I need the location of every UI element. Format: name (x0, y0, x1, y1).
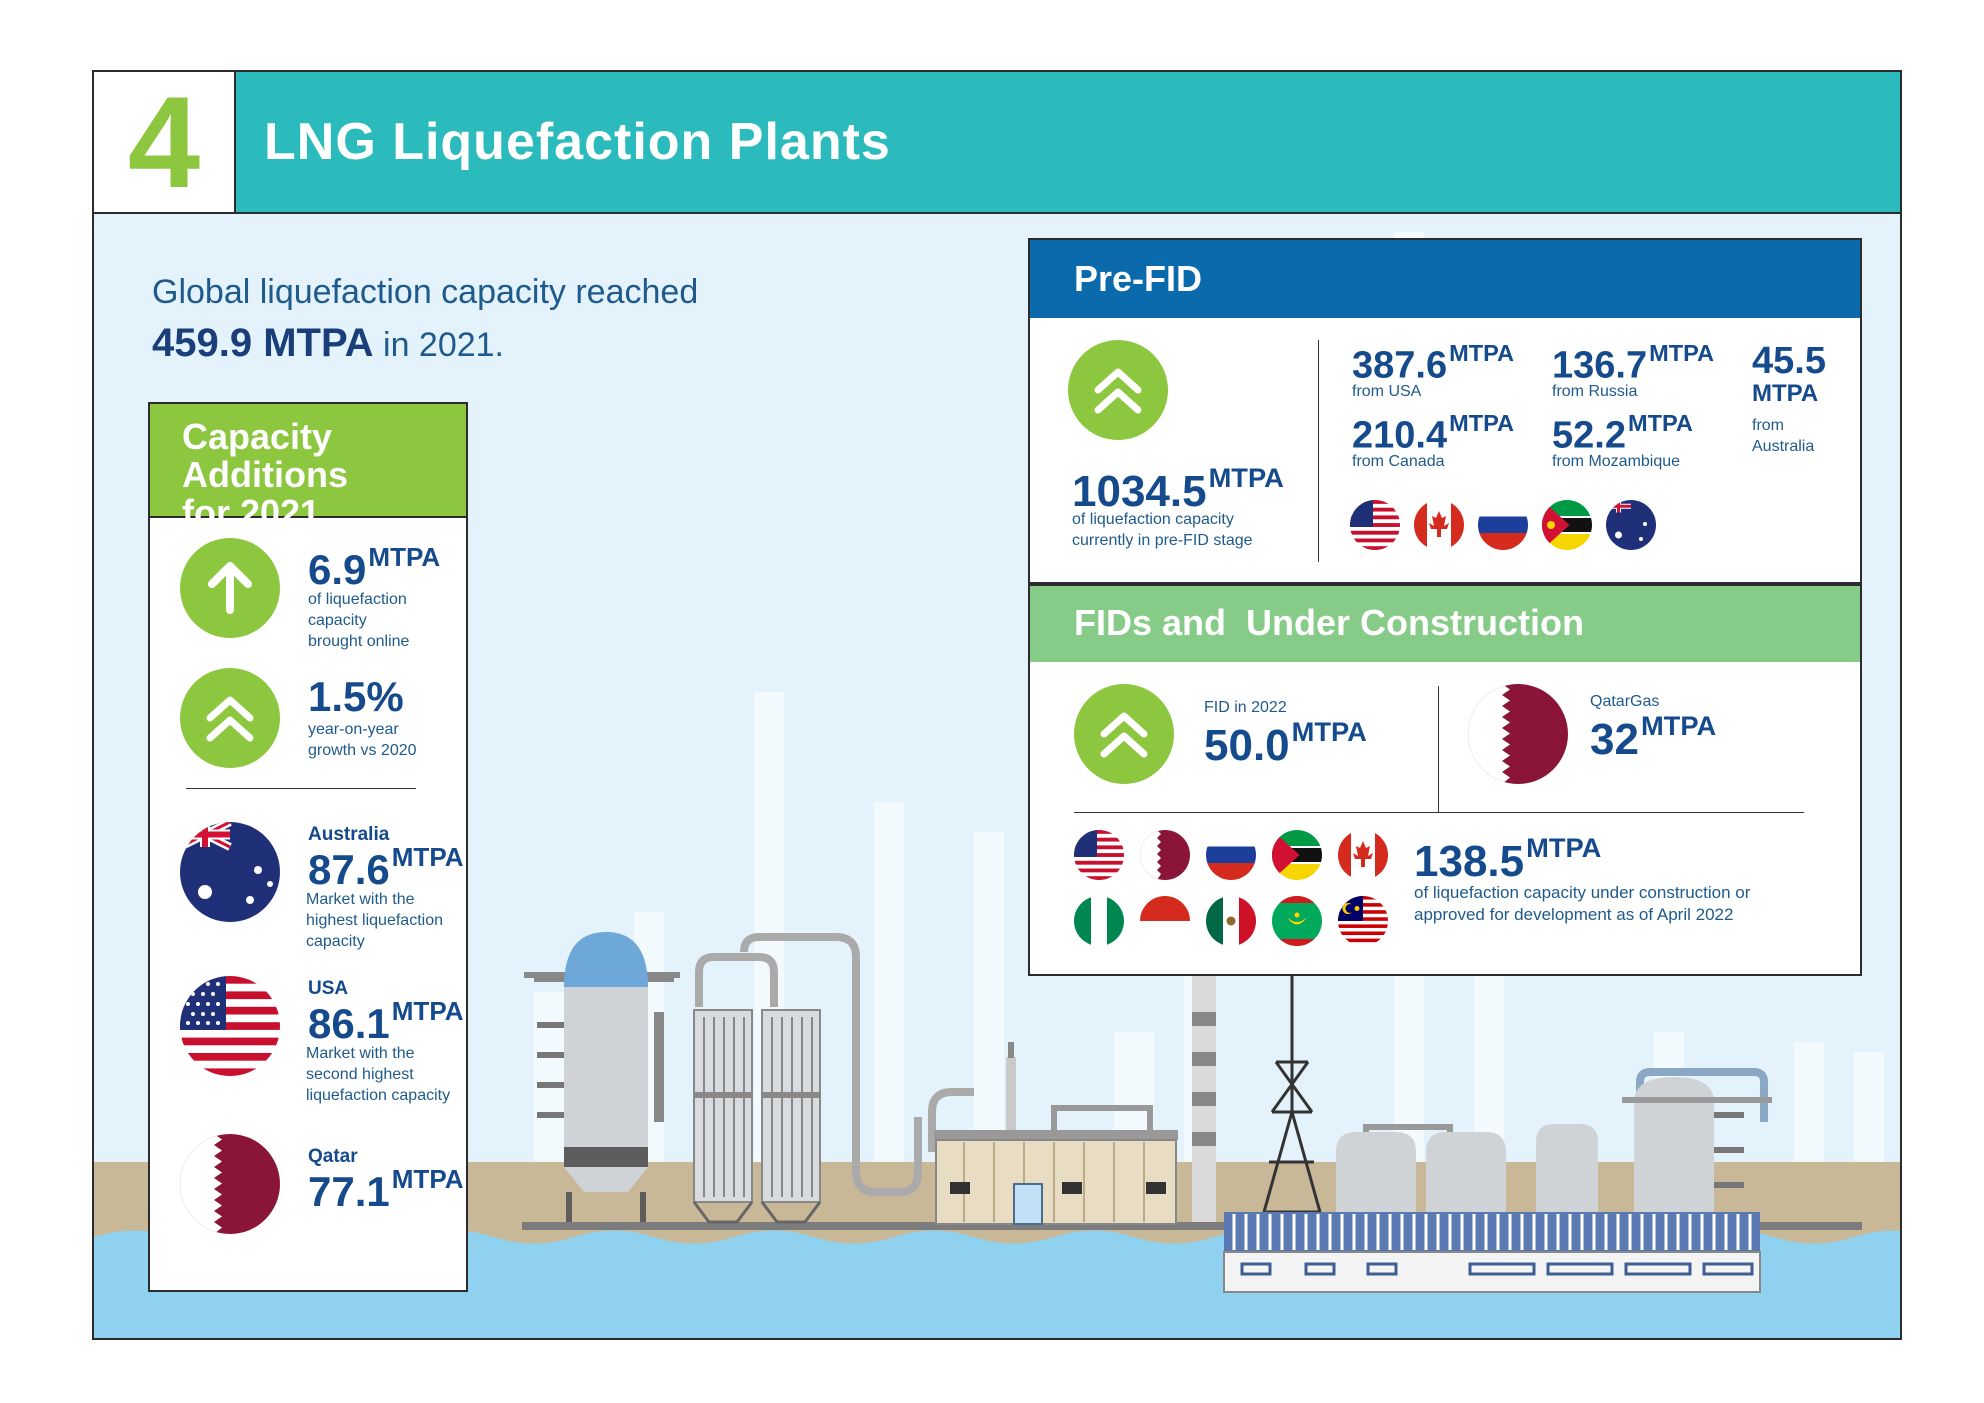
capacity-additions-header: Capacity Additions for 2021 (150, 404, 466, 531)
under-construction-desc: of liquefaction capacity under construct… (1414, 883, 1751, 925)
plant-illustration (94, 232, 1900, 1338)
section-number: 4 (127, 70, 201, 215)
capacity-title-line2: for 2021 (182, 491, 321, 533)
fids-header: FIDs and Under Construction (1030, 586, 1860, 662)
intro-line2: 459.9 MTPA in 2021. (152, 316, 698, 370)
qatar-flag-icon (1468, 684, 1568, 784)
online-value: 6.9MTPA (308, 542, 441, 594)
usa-flag-icon (180, 976, 280, 1076)
pre-fid-canada-label: from Canada (1352, 453, 1445, 470)
qatargas-label: QatarGas (1590, 693, 1660, 710)
double-chevron-up-icon (180, 668, 280, 768)
intro-suffix: in 2021. (373, 325, 505, 364)
horizontal-divider (1074, 812, 1804, 813)
header: 4 LNG Liquefaction Plants (94, 72, 1900, 214)
growth-value: 1.5% (308, 673, 404, 720)
indonesia-flag-icon (1140, 896, 1190, 946)
russia-flag-icon (1206, 830, 1256, 880)
double-chevron-up-icon (1074, 684, 1174, 784)
usa-value: 86.1MTPA (308, 996, 464, 1048)
pre-fid-mozambique-label: from Mozambique (1552, 453, 1681, 470)
mozambique-flag-icon (1542, 500, 1592, 550)
intro-highlight: 459.9 MTPA (152, 320, 374, 365)
pre-fid-mozambique-value: 52.2MTPA (1552, 410, 1693, 457)
canada-flag-icon (1414, 500, 1464, 550)
usa-flag-icon (1074, 830, 1124, 880)
vertical-divider (1438, 686, 1439, 812)
vertical-divider (1318, 340, 1319, 562)
canada-flag-icon (1338, 830, 1388, 880)
process-building (928, 1042, 1178, 1225)
fid2022-value: 50.0MTPA (1204, 716, 1367, 771)
title-bar: LNG Liquefaction Plants (236, 72, 1900, 212)
qatar-label: Qatar (308, 1146, 358, 1167)
capacity-additions-panel: Capacity Additions for 2021 6.9MTPA of l… (148, 402, 468, 1292)
intro-text: Global liquefaction capacity reached 459… (152, 270, 698, 370)
growth-desc: year-on-year growth vs 2020 (308, 721, 417, 759)
pre-fid-australia-label: from Australia (1752, 417, 1815, 455)
russia-flag-icon (1478, 500, 1528, 550)
pre-fid-russia-value: 136.7MTPA (1552, 340, 1715, 387)
australia-label: Australia (308, 824, 390, 845)
qatargas-value: 32MTPA (1590, 710, 1717, 765)
australia-flag-icon (1606, 500, 1656, 550)
qatar-flag-icon (180, 1134, 280, 1234)
pre-fid-usa-label: from USA (1352, 383, 1422, 400)
pre-fid-header: Pre-FID (1030, 240, 1860, 318)
mexico-flag-icon (1206, 896, 1256, 946)
nigeria-flag-icon (1074, 896, 1124, 946)
fids-panel: FIDs and Under Construction FID in 2022 … (1028, 584, 1862, 976)
fids-title: FIDs and Under Construction (1074, 602, 1585, 643)
pre-fid-total-desc: of liquefaction capacity currently in pr… (1072, 511, 1253, 549)
storage-tower (524, 932, 680, 1222)
lng-tanks-and-hall (1223, 1068, 1772, 1293)
qatar-flag-icon (1140, 830, 1190, 880)
infographic-frame: 4 LNG Liquefaction Plants (92, 70, 1902, 1340)
usa-label: USA (308, 978, 349, 999)
pre-fid-title: Pre-FID (1074, 258, 1203, 299)
pre-fid-usa-value: 387.6MTPA (1352, 340, 1515, 387)
pre-fid-russia-label: from Russia (1552, 383, 1638, 400)
capacity-title-line1: Capacity Additions (182, 416, 348, 495)
under-construction-value: 138.5MTPA (1414, 832, 1602, 887)
pre-fid-australia-value: 45.5 (1752, 340, 1826, 382)
usa-flag-icon (1350, 500, 1400, 550)
australia-flag-icon (180, 822, 280, 922)
australia-desc: Market with the highest liquefaction cap… (306, 891, 443, 950)
heat-exchangers (692, 933, 922, 1224)
fid2022-label: FID in 2022 (1204, 699, 1287, 716)
qatar-value: 77.1MTPA (308, 1164, 464, 1216)
mauritania-flag-icon (1272, 896, 1322, 946)
page-title: LNG Liquefaction Plants (264, 113, 891, 171)
malaysia-flag-icon (1338, 896, 1388, 946)
pre-fid-panel: Pre-FID 1034.5MTPA of liquefaction capac… (1028, 238, 1862, 584)
mozambique-flag-icon (1272, 830, 1322, 880)
intro-line1: Global liquefaction capacity reached (152, 273, 699, 311)
flare-tower (1262, 962, 1322, 1214)
pre-fid-australia-unit: MTPA (1752, 380, 1819, 407)
pre-fid-canada-value: 210.4MTPA (1352, 410, 1515, 457)
up-arrow-icon (180, 538, 280, 638)
online-desc: of liquefaction capacity brought online (308, 591, 410, 650)
double-chevron-up-icon (1068, 340, 1168, 440)
usa-desc: Market with the second highest liquefact… (306, 1045, 451, 1104)
australia-value: 87.6MTPA (308, 842, 464, 894)
section-number-box: 4 (94, 72, 236, 212)
pre-fid-total-value: 1034.5MTPA (1072, 462, 1284, 517)
divider (186, 788, 416, 789)
